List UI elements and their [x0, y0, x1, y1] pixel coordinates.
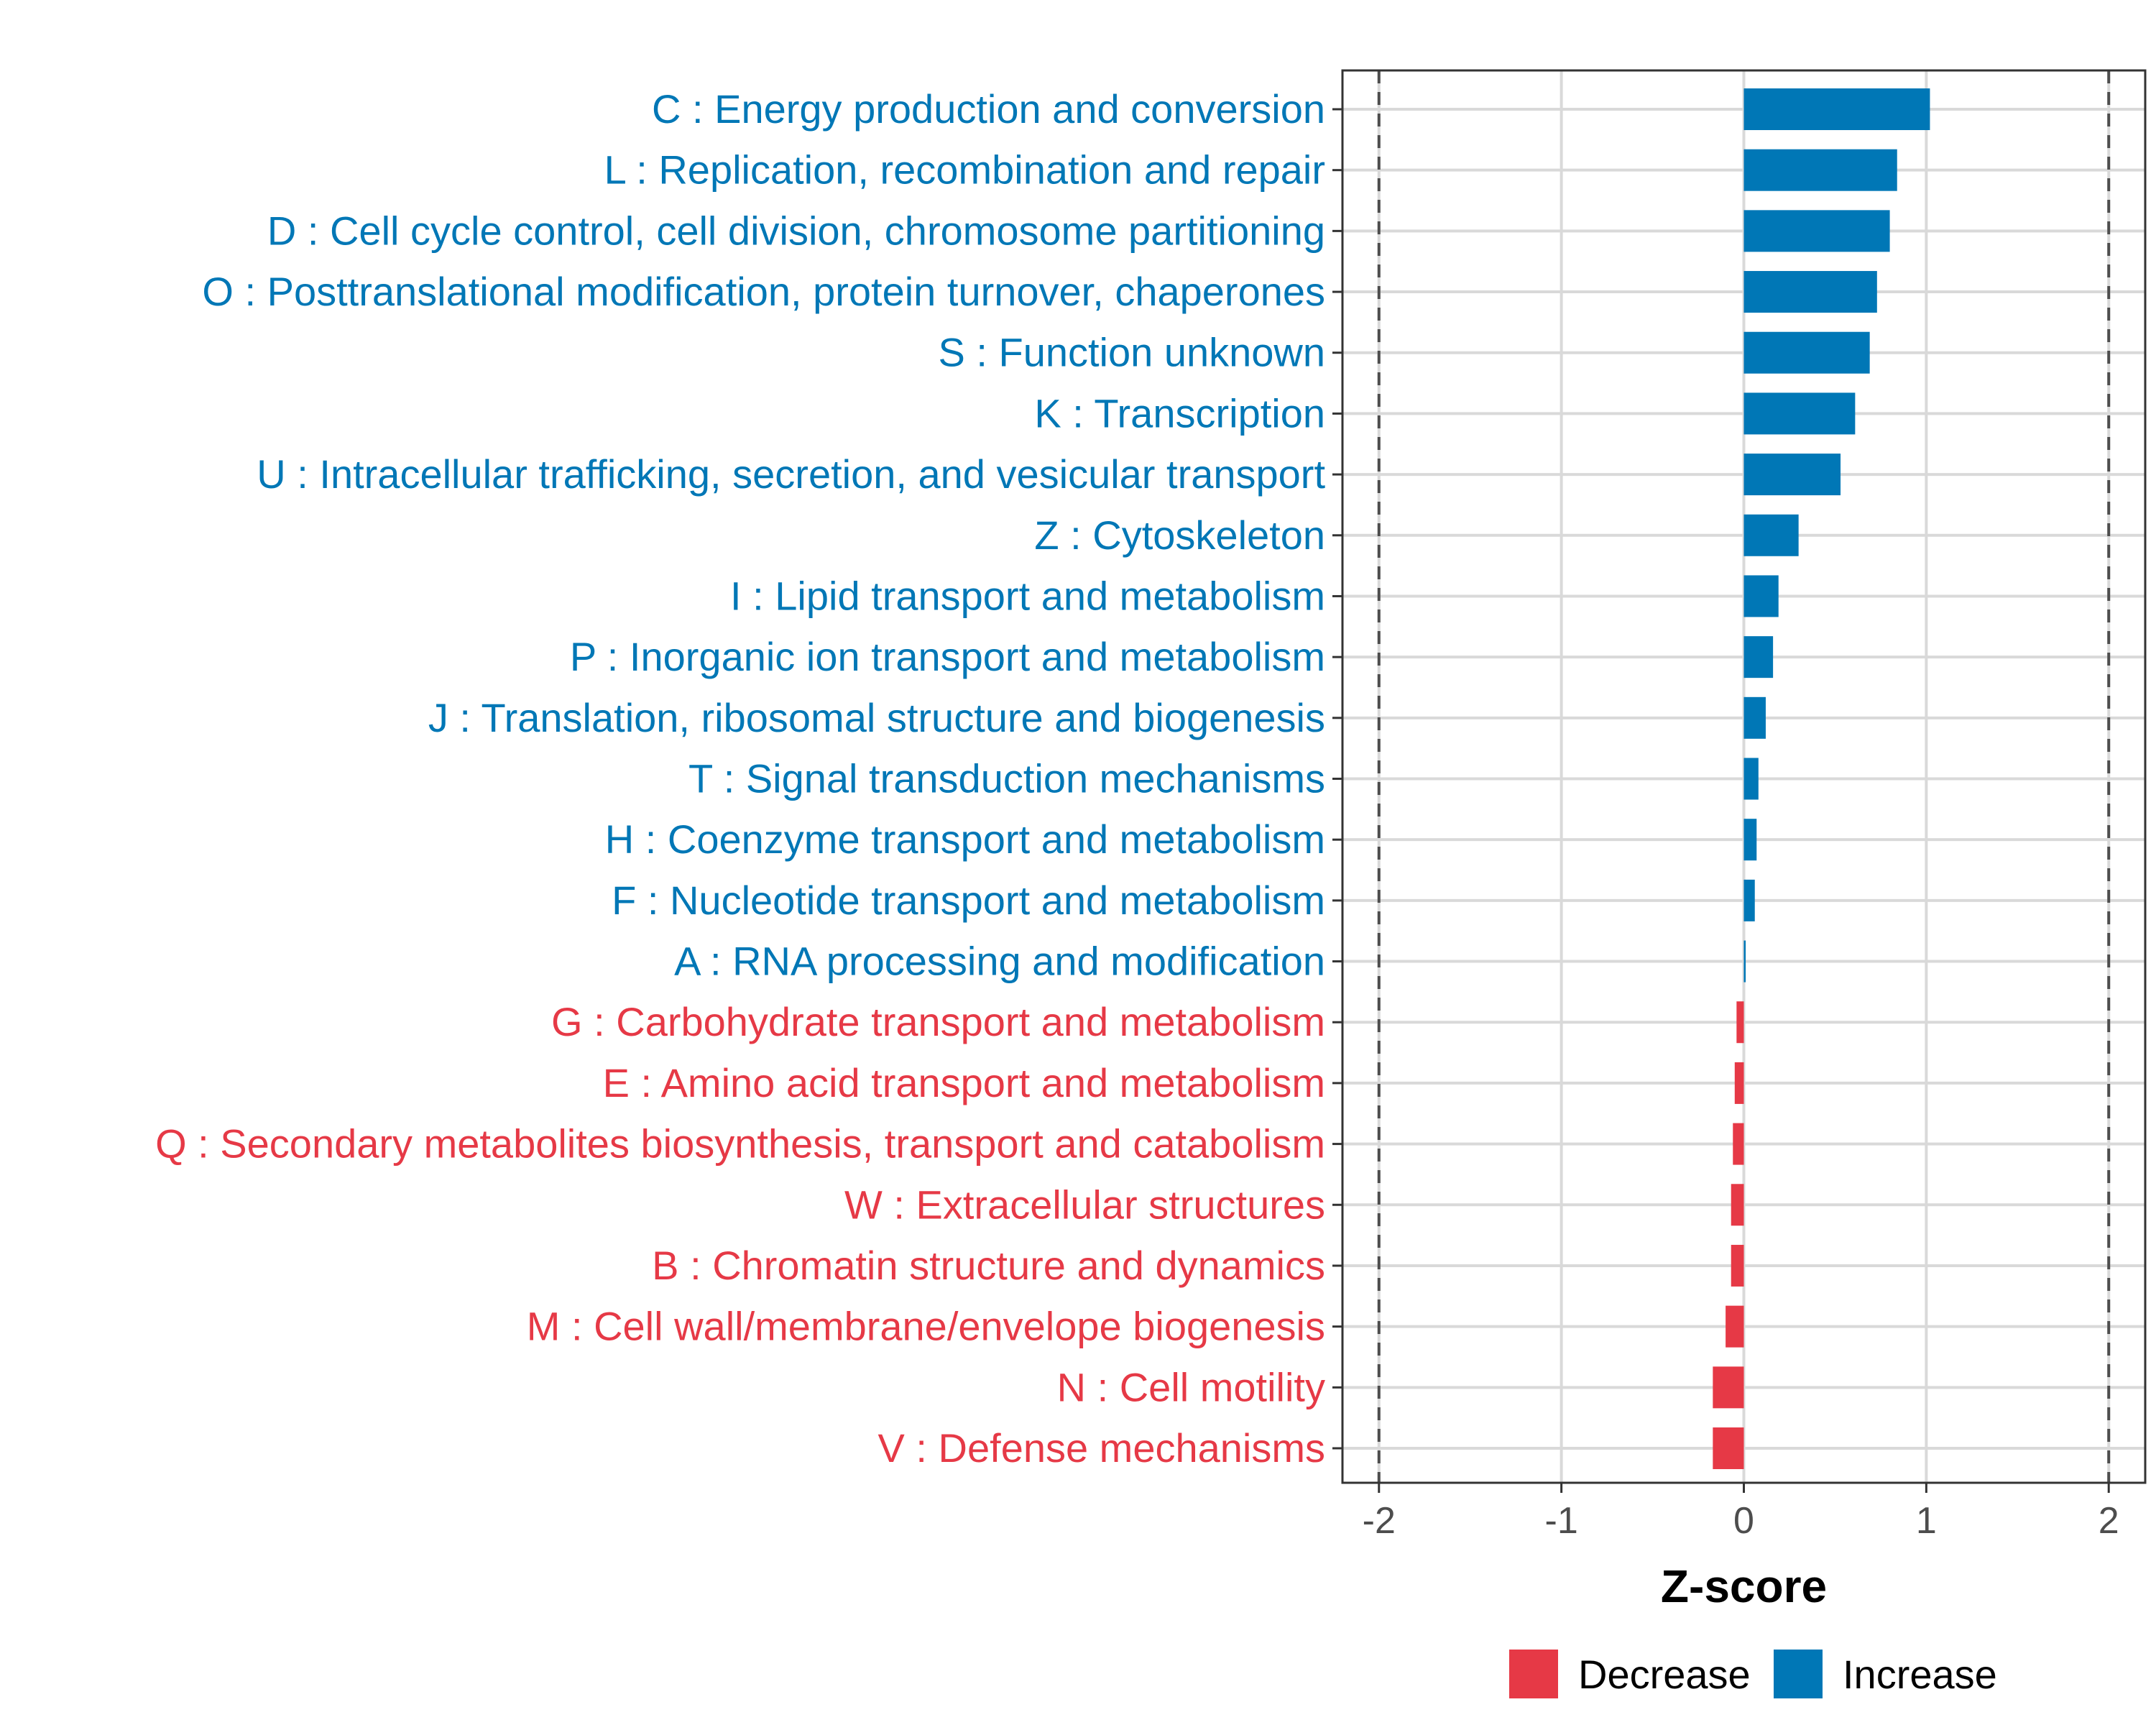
- bar-h: [1743, 819, 1757, 861]
- bar-j: [1743, 696, 1766, 739]
- bar-f: [1743, 879, 1755, 921]
- x-tick-label: -2: [1363, 1500, 1396, 1542]
- bar-t: [1743, 758, 1759, 800]
- category-label: W : Extracellular structures: [844, 1182, 1325, 1227]
- reference-lines: [1377, 70, 2111, 1483]
- category-label: F : Nucleotide transport and metabolism: [612, 878, 1325, 923]
- legend-label-increase: Increase: [1843, 1652, 1997, 1697]
- category-label: T : Signal transduction mechanisms: [688, 756, 1325, 801]
- bar-o: [1743, 271, 1877, 313]
- bar-w: [1731, 1184, 1744, 1226]
- category-label: G : Carbohydrate transport and metabolis…: [551, 999, 1325, 1044]
- bar-d: [1743, 210, 1890, 252]
- bar-k: [1743, 392, 1856, 435]
- bar-c: [1743, 88, 1930, 130]
- legend-label-decrease: Decrease: [1578, 1652, 1751, 1697]
- bar-u: [1743, 454, 1841, 496]
- legend-swatch-decrease: [1509, 1650, 1558, 1698]
- x-tick-label: 1: [1916, 1500, 1937, 1542]
- bar-p: [1743, 636, 1774, 678]
- category-label: U : Intracellular trafficking, secretion…: [257, 451, 1325, 497]
- category-label: H : Coenzyme transport and metabolism: [605, 816, 1325, 862]
- bar-q: [1733, 1123, 1744, 1165]
- bar-s: [1743, 331, 1870, 374]
- x-tick-label: 2: [2099, 1500, 2119, 1542]
- bar-v: [1713, 1427, 1744, 1469]
- category-label: B : Chromatin structure and dynamics: [652, 1243, 1325, 1288]
- x-axis-title: Z-score: [1661, 1560, 1827, 1612]
- category-label: P : Inorganic ion transport and metaboli…: [570, 634, 1325, 679]
- bar-b: [1731, 1244, 1744, 1287]
- category-label: L : Replication, recombination and repai…: [604, 147, 1325, 193]
- category-label: O : Posttranslational modification, prot…: [202, 269, 1325, 314]
- bar-m: [1726, 1305, 1744, 1348]
- category-label: A : RNA processing and modification: [674, 939, 1325, 984]
- bar-n: [1713, 1366, 1744, 1409]
- category-label: Z : Cytoskeleton: [1034, 512, 1325, 558]
- bar-g: [1736, 1001, 1744, 1044]
- category-label: D : Cell cycle control, cell division, c…: [267, 208, 1325, 253]
- bar-l: [1743, 149, 1897, 191]
- category-label: M : Cell wall/membrane/envelope biogenes…: [527, 1304, 1325, 1349]
- category-label: C : Energy production and conversion: [652, 86, 1325, 132]
- category-label: V : Defense mechanisms: [878, 1425, 1325, 1471]
- category-label: K : Transcription: [1034, 390, 1325, 436]
- category-label: I : Lipid transport and metabolism: [730, 573, 1325, 618]
- legend-swatch-increase: [1774, 1650, 1823, 1698]
- category-label: Q : Secondary metabolites biosynthesis, …: [155, 1121, 1325, 1167]
- x-axis-ticks: -2 -1 0 1 2: [1363, 1483, 2119, 1542]
- category-label: N : Cell motility: [1057, 1364, 1325, 1409]
- y-axis-labels: C : Energy production and conversion L : …: [155, 86, 1325, 1471]
- bar-e: [1734, 1062, 1744, 1104]
- bar-z: [1743, 514, 1799, 556]
- bars: [1713, 88, 1930, 1469]
- bar-a: [1743, 940, 1746, 983]
- category-label: S : Function unknown: [938, 330, 1325, 375]
- x-tick-label: -1: [1545, 1500, 1578, 1542]
- y-axis-ticks: [1332, 108, 1342, 1450]
- category-label: E : Amino acid transport and metabolism: [603, 1060, 1325, 1105]
- legend: Decrease Increase: [1509, 1650, 1997, 1698]
- x-tick-label: 0: [1733, 1500, 1754, 1542]
- category-label: J : Translation, ribosomal structure and…: [428, 695, 1325, 740]
- bar-i: [1743, 575, 1779, 617]
